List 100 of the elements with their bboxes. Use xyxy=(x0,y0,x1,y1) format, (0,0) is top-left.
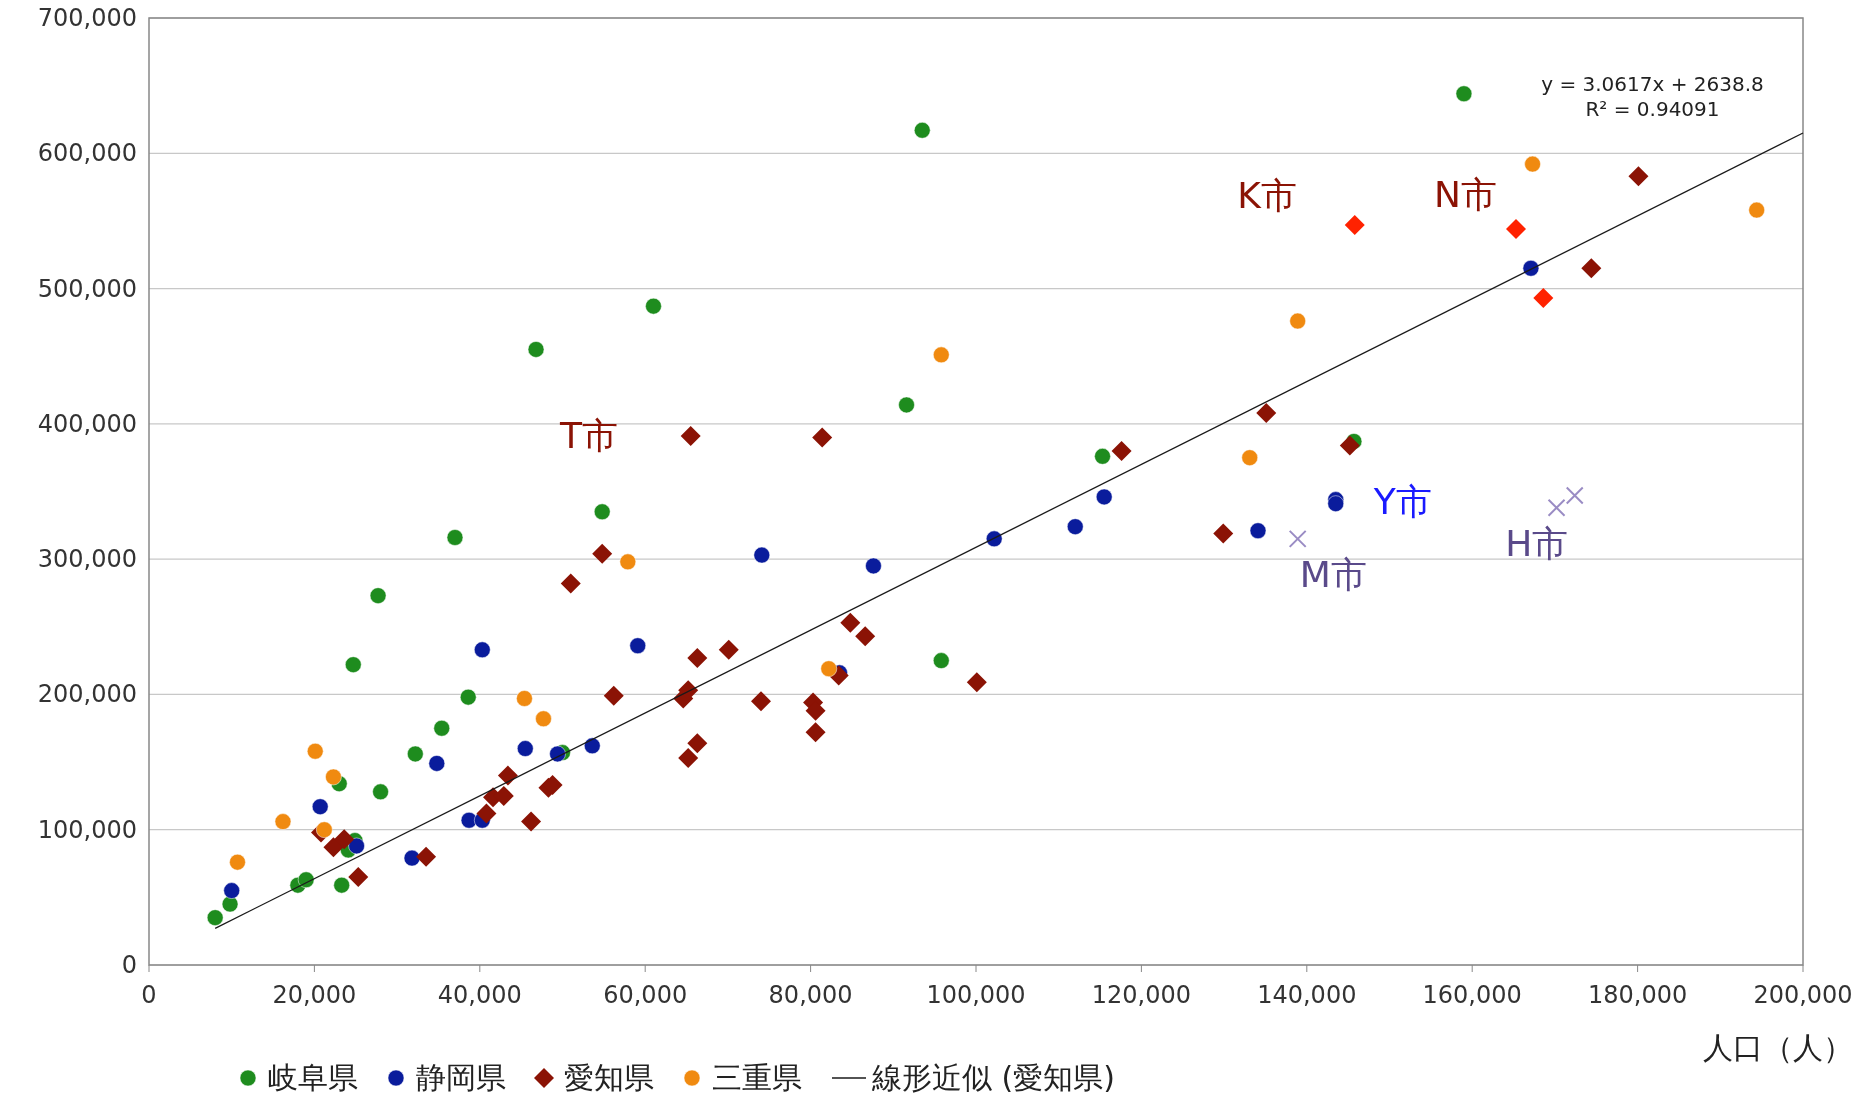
point xyxy=(516,740,534,758)
x-tick-label: 140,000 xyxy=(1257,981,1357,1009)
x-tick-label: 60,000 xyxy=(603,981,688,1009)
x-tick-label: 160,000 xyxy=(1422,981,1522,1009)
point xyxy=(718,639,739,660)
point xyxy=(1533,288,1554,309)
point xyxy=(1094,447,1112,465)
point xyxy=(840,612,861,633)
point xyxy=(593,503,611,521)
point xyxy=(820,660,838,678)
point xyxy=(521,811,542,832)
point xyxy=(1249,522,1267,540)
point xyxy=(966,672,987,693)
point xyxy=(932,652,950,670)
x-tick-label: 120,000 xyxy=(1091,981,1192,1009)
x-tick-label: 200,000 xyxy=(1753,981,1853,1009)
point xyxy=(428,754,446,772)
y-tick-label: 400,000 xyxy=(37,409,137,438)
y-tick-label: 700,000 xyxy=(37,4,137,32)
point xyxy=(1581,258,1602,279)
point xyxy=(678,748,699,769)
point xyxy=(680,426,701,447)
point xyxy=(1455,85,1473,103)
point xyxy=(534,710,552,728)
x-tick-label: 40,000 xyxy=(437,981,522,1009)
point xyxy=(527,340,545,358)
point xyxy=(324,768,342,786)
legend-label: 静岡県 xyxy=(416,1060,506,1095)
y-tick-label: 500,000 xyxy=(37,274,137,303)
point xyxy=(1256,403,1277,424)
point xyxy=(221,895,239,913)
point xyxy=(311,798,329,816)
point xyxy=(1066,518,1084,536)
point xyxy=(473,641,491,659)
point xyxy=(1565,486,1584,505)
point xyxy=(1289,312,1307,330)
point xyxy=(476,803,497,824)
point xyxy=(1213,523,1234,544)
point xyxy=(1524,155,1542,173)
annotation: N市 xyxy=(1434,173,1498,215)
point xyxy=(583,737,601,755)
point xyxy=(369,587,387,605)
point xyxy=(333,876,351,894)
y-tick-label: 100,000 xyxy=(37,815,137,844)
point xyxy=(805,722,826,743)
point xyxy=(344,656,362,674)
point xyxy=(497,765,518,786)
point xyxy=(223,882,241,900)
point xyxy=(603,685,624,706)
point xyxy=(372,783,390,801)
point xyxy=(433,719,451,737)
annotation: Y市 xyxy=(1372,480,1432,522)
annotation: R² = 0.94091 xyxy=(1585,96,1720,121)
point xyxy=(334,829,355,850)
point xyxy=(898,396,916,414)
point xyxy=(687,733,708,754)
point xyxy=(913,121,931,139)
x-tick-label: 100,000 xyxy=(926,981,1026,1009)
point xyxy=(932,346,950,364)
point xyxy=(515,689,533,707)
y-tick-label: 200,000 xyxy=(37,680,137,709)
annotation: T市 xyxy=(558,415,618,457)
point xyxy=(274,813,292,831)
point xyxy=(1506,219,1527,240)
point xyxy=(1095,488,1113,506)
legend-label: 線形近似 (愛知県) xyxy=(871,1060,1115,1095)
point xyxy=(687,647,708,668)
point xyxy=(306,742,324,760)
x-tick-label: 180,000 xyxy=(1587,981,1688,1009)
point xyxy=(1241,449,1259,467)
point xyxy=(403,849,421,867)
legend-label: 三重県 xyxy=(712,1060,802,1095)
point xyxy=(406,745,424,763)
point xyxy=(1339,435,1360,456)
y-tick-label: 600,000 xyxy=(37,139,137,168)
point xyxy=(629,637,647,655)
annotation: y = 3.0617x + 2638.8 xyxy=(1541,72,1764,97)
point xyxy=(459,688,477,706)
point xyxy=(348,867,369,888)
legend-label: 愛知県 xyxy=(564,1060,654,1095)
annotation: M市 xyxy=(1299,554,1367,596)
point xyxy=(864,557,882,575)
point xyxy=(750,691,771,712)
point xyxy=(644,297,662,315)
annotation: H市 xyxy=(1505,523,1569,565)
point xyxy=(812,427,833,448)
point xyxy=(1547,498,1566,517)
point xyxy=(1344,214,1365,235)
y-tick-label: 0 xyxy=(121,951,137,979)
point xyxy=(855,626,876,647)
point xyxy=(228,853,246,871)
legend-label: 岐阜県 xyxy=(268,1060,358,1095)
annotation: K市 xyxy=(1237,174,1297,216)
point xyxy=(560,573,581,594)
point xyxy=(348,837,366,855)
point xyxy=(592,543,613,564)
point xyxy=(1748,201,1766,219)
point xyxy=(446,529,464,546)
point xyxy=(1327,495,1345,513)
point xyxy=(416,846,437,867)
